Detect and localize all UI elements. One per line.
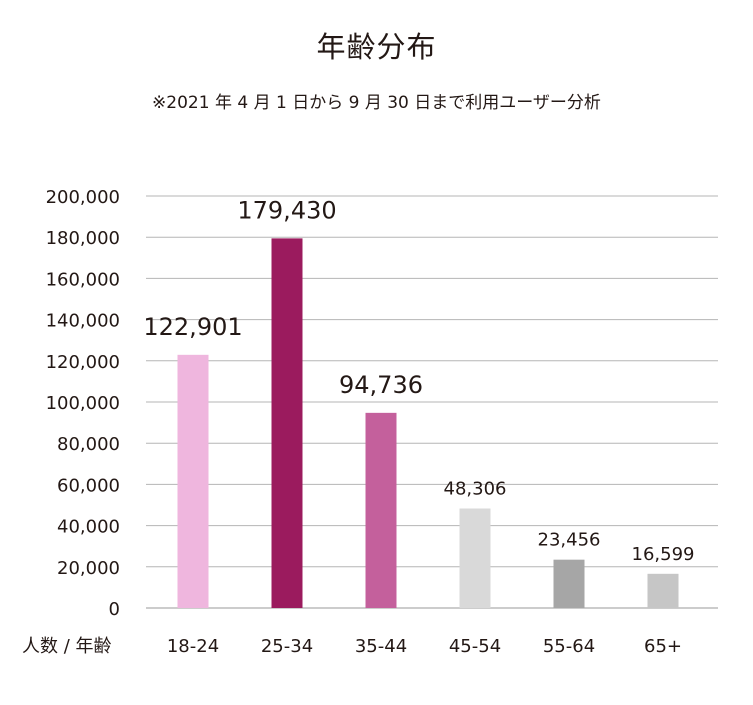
- y-tick-label: 40,000: [57, 517, 120, 538]
- x-axis-label: 人数 / 年齢: [22, 636, 112, 657]
- x-tick-label: 55-64: [543, 636, 595, 657]
- bar-25-34: [271, 238, 303, 608]
- data-label: 179,430: [237, 196, 336, 224]
- data-label: 23,456: [538, 530, 601, 551]
- y-tick-label: 160,000: [46, 269, 120, 290]
- data-label: 94,736: [339, 371, 423, 399]
- x-tick-label: 18-24: [167, 636, 219, 657]
- chart-title: 年齢分布: [316, 30, 437, 64]
- y-tick-label: 100,000: [46, 393, 120, 414]
- chart-subtitle: ※2021 年 4 月 1 日から 9 月 30 日まで利用ユーザー分析: [152, 93, 601, 113]
- x-tick-label: 35-44: [355, 636, 407, 657]
- y-tick-label: 80,000: [57, 434, 120, 455]
- bar-65+: [647, 573, 679, 608]
- x-tick-label: 65+: [644, 636, 682, 657]
- y-tick-label: 200,000: [46, 187, 120, 208]
- y-tick-label: 140,000: [46, 311, 120, 332]
- bar-55-64: [553, 559, 585, 608]
- data-label: 48,306: [444, 478, 507, 499]
- y-tick-label: 60,000: [57, 475, 120, 496]
- x-tick-label: 45-54: [449, 636, 501, 657]
- x-tick-label: 25-34: [261, 636, 313, 657]
- data-label: 122,901: [143, 313, 242, 341]
- y-tick-label: 120,000: [46, 352, 120, 373]
- y-tick-label: 20,000: [57, 558, 120, 579]
- bar-18-24: [177, 354, 209, 608]
- data-label: 16,599: [632, 544, 695, 565]
- y-tick-label: 180,000: [46, 228, 120, 249]
- bar-35-44: [365, 412, 397, 608]
- bar-45-54: [459, 508, 491, 608]
- y-tick-label: 0: [109, 599, 120, 620]
